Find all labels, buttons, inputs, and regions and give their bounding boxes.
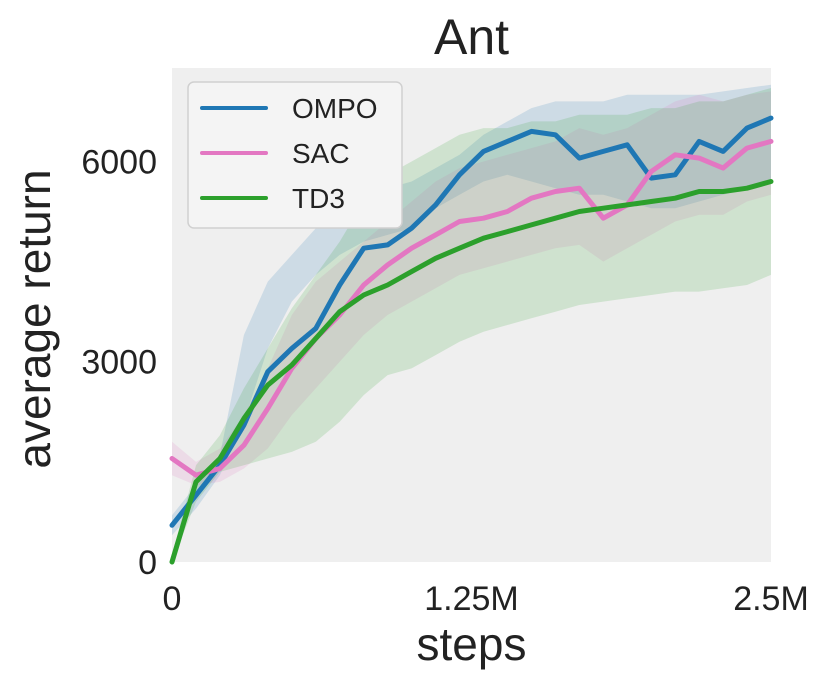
- y-tick-label: 3000: [81, 344, 157, 382]
- legend-label-ompo: OMPO: [292, 93, 378, 124]
- legend-box: [187, 81, 403, 229]
- legend: OMPO SAC TD3: [187, 81, 403, 229]
- y-axis-ticks: 0 3000 6000: [81, 143, 157, 582]
- legend-items: OMPO SAC TD3: [200, 93, 378, 214]
- line-ompo: [169, 115, 774, 528]
- line-td3: [169, 179, 774, 565]
- x-tick-label: 2.5M: [733, 580, 809, 618]
- y-tick-label: 6000: [81, 143, 157, 181]
- x-axis-ticks: 0 1.25M 2.5M: [163, 580, 809, 618]
- line-sac: [169, 138, 774, 478]
- y-axis-label: average return: [8, 169, 60, 468]
- legend-label-sac: SAC: [292, 138, 350, 169]
- y-tick-label: 0: [138, 544, 157, 582]
- x-tick-label: 1.25M: [424, 580, 519, 618]
- chart-title: Ant: [434, 9, 509, 65]
- band-ompo: [172, 84, 771, 536]
- x-axis-label: steps: [417, 618, 527, 670]
- legend-label-td3: TD3: [292, 183, 345, 214]
- series-lines: [169, 115, 774, 565]
- x-tick-label: 0: [163, 580, 182, 618]
- band-sac: [172, 91, 771, 486]
